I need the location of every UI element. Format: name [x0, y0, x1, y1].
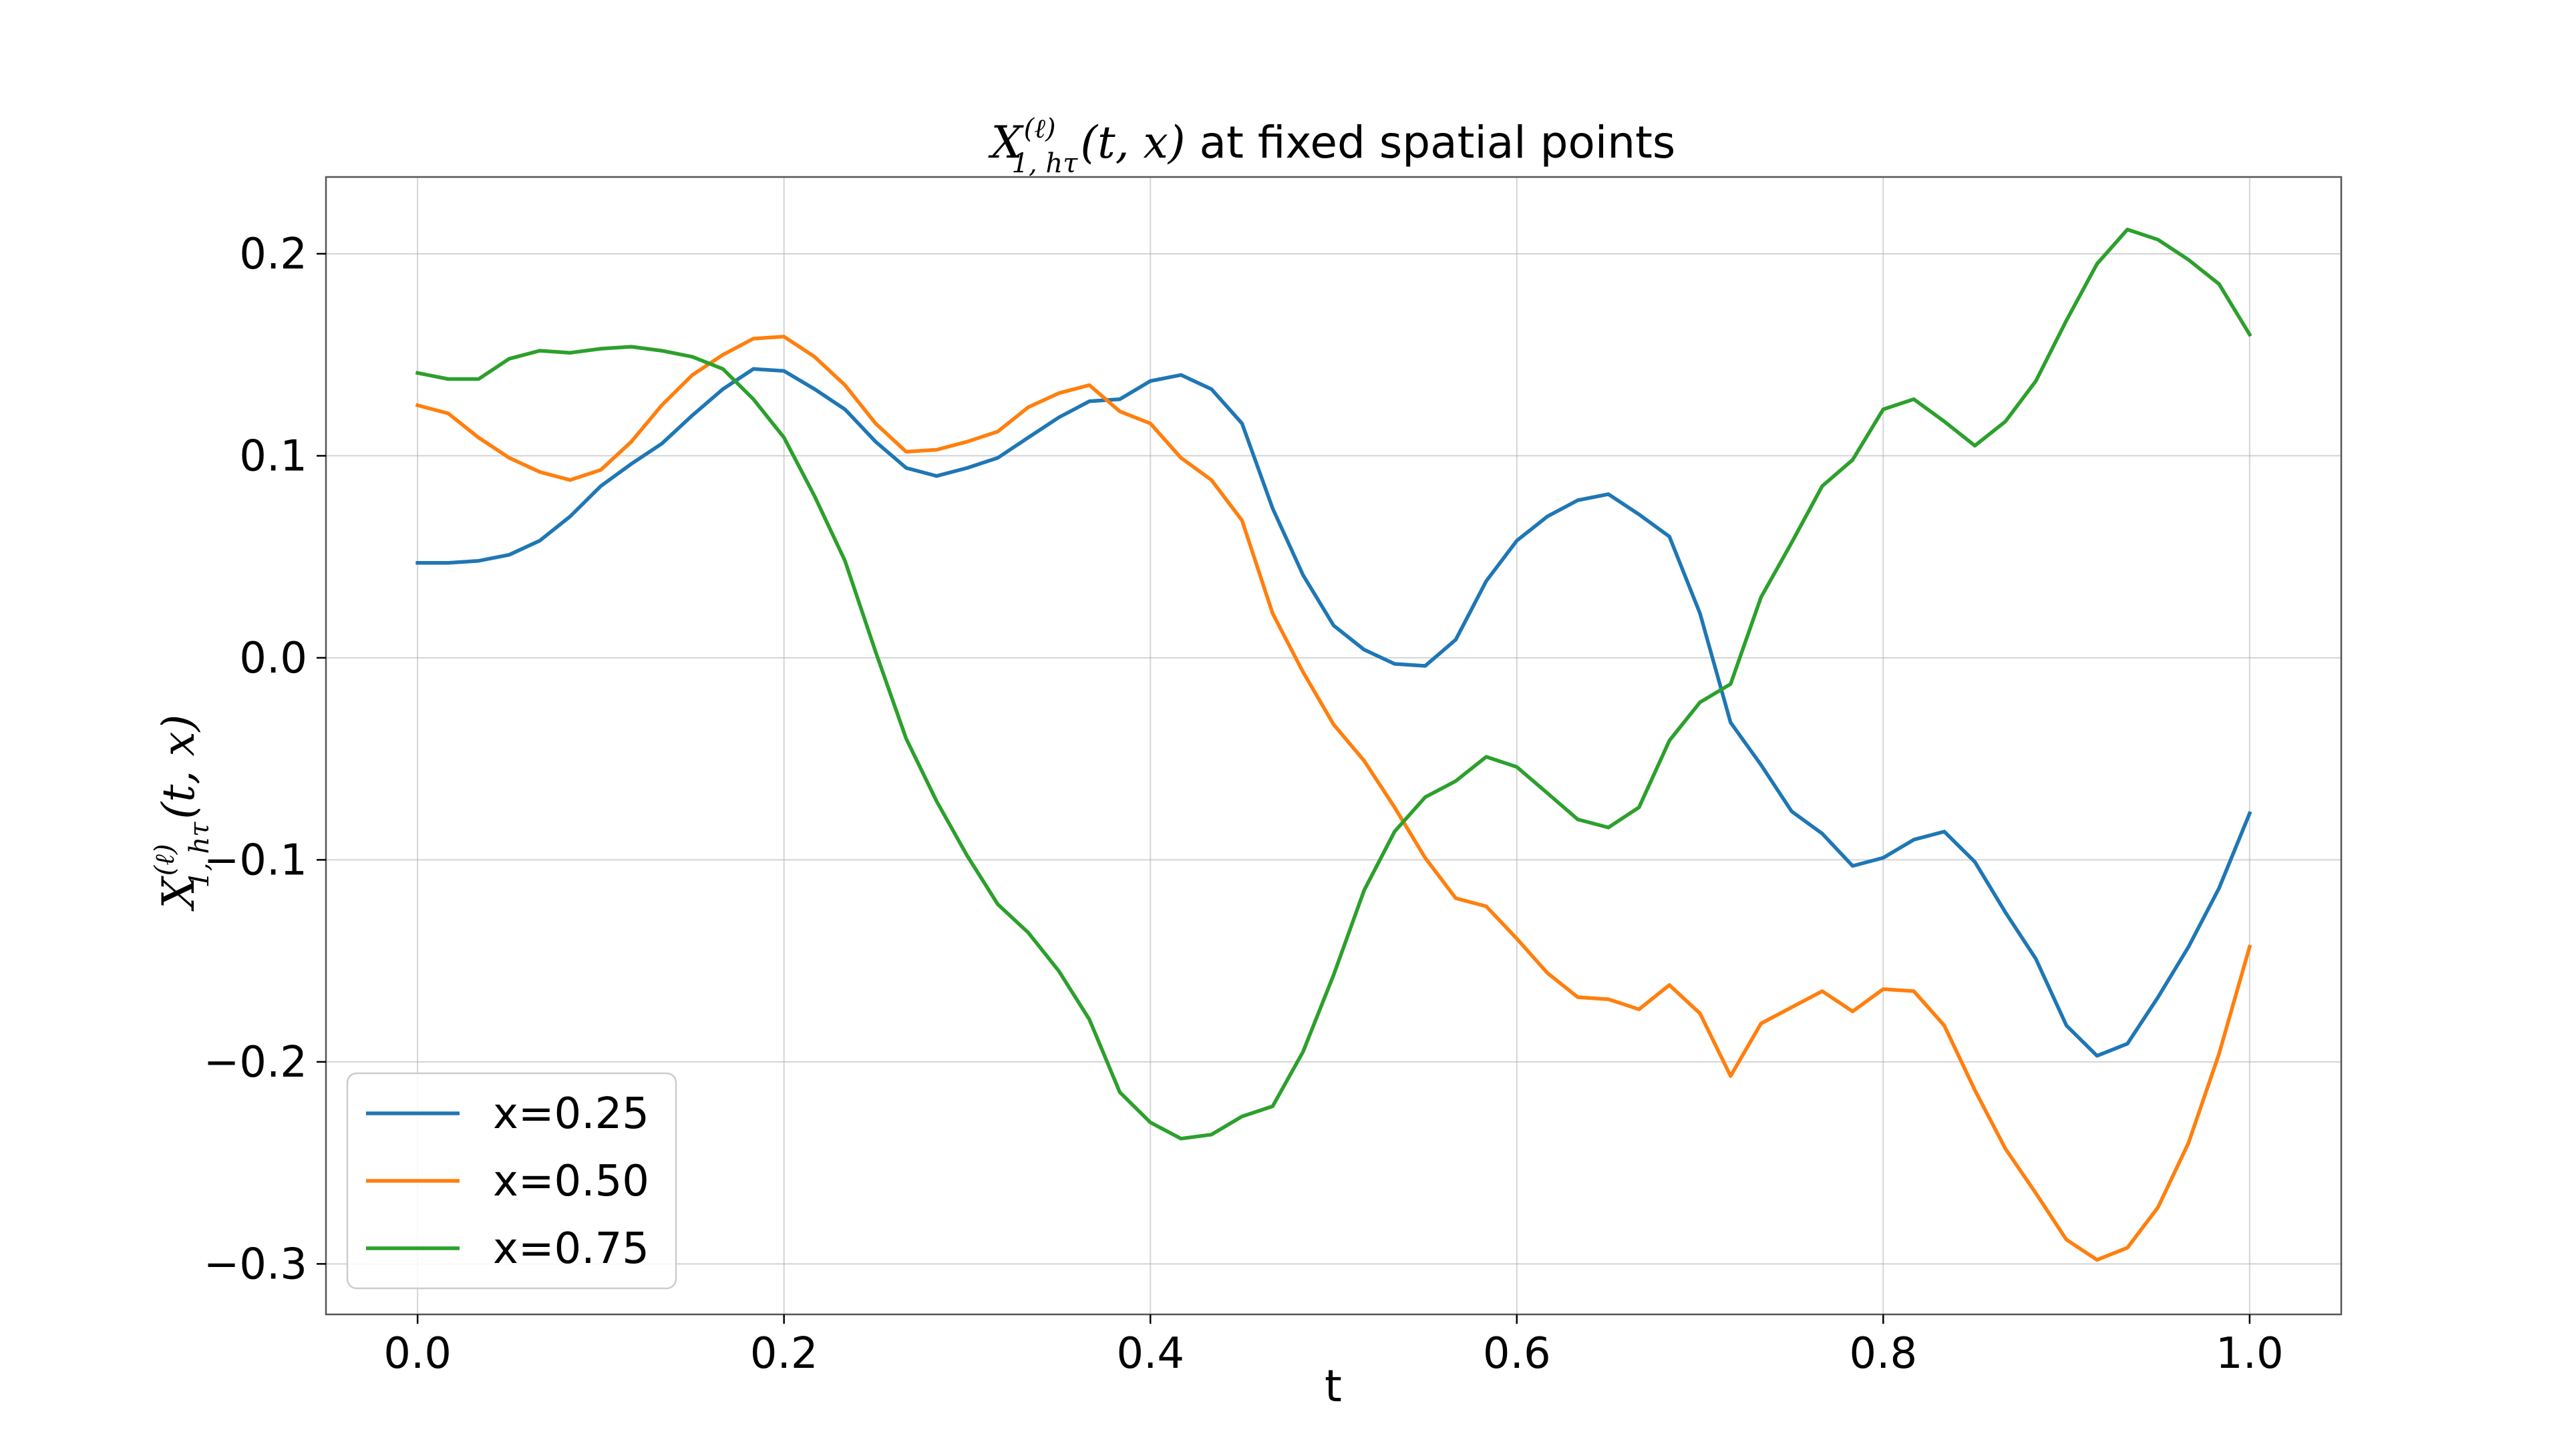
x-tick-label: 0.6 — [1483, 1329, 1551, 1379]
title-subscript: 1, hτ — [1012, 148, 1079, 179]
ylabel-arguments: (t, x) — [153, 715, 204, 820]
x-tick-label: 0.8 — [1849, 1329, 1917, 1379]
title-symbol: X — [988, 117, 1025, 168]
y-tick-label: −0.3 — [204, 1240, 307, 1289]
title-text: at fixed spatial points — [1186, 117, 1676, 168]
legend-label-3: x=0.75 — [493, 1224, 649, 1274]
series-line-2 — [415, 335, 2252, 1262]
legend-box — [346, 1072, 677, 1290]
x-axis-ticks: 0.0 0.2 0.4 0.6 0.8 1.0 — [383, 1314, 2284, 1379]
title-arguments: (t, x) — [1080, 117, 1185, 168]
y-tick-label: 0.1 — [239, 431, 307, 481]
y-axis-label: X(ℓ) 1, hτ(t, x) — [150, 715, 215, 912]
x-tick-label: 0.0 — [383, 1329, 452, 1379]
ylabel-superscript: (ℓ) — [150, 844, 180, 876]
ylabel-subscript: 1, hτ — [184, 822, 215, 888]
legend-label-2: x=0.50 — [493, 1157, 649, 1206]
y-tick-label: 0.0 — [239, 634, 307, 683]
title-superscript: (ℓ) — [1024, 114, 1056, 144]
y-tick-label: −0.1 — [204, 836, 307, 885]
y-tick-label: −0.2 — [204, 1038, 307, 1087]
x-tick-label: 0.4 — [1116, 1329, 1184, 1379]
y-tick-label: 0.2 — [239, 230, 307, 279]
svg-text:X(ℓ)1, hτ(t, x): X(ℓ) 1, hτ(t, x) — [150, 715, 215, 912]
x-tick-label: 0.2 — [750, 1329, 818, 1379]
x-axis-label: t — [1325, 1360, 1342, 1412]
chart-title: X(ℓ) 1, hτ(t, x) at fixed spatial points — [988, 114, 1676, 179]
legend: x=0.25 x=0.50 x=0.75 — [346, 1072, 677, 1290]
series-line-3 — [415, 227, 2252, 1141]
plot-area-frame — [325, 176, 2343, 1316]
ylabel-symbol: X — [153, 875, 204, 912]
x-tick-label: 1.0 — [2216, 1329, 2284, 1379]
legend-label-1: x=0.25 — [493, 1089, 649, 1139]
y-axis-ticks: −0.3 −0.2 −0.1 0.0 0.1 0.2 — [204, 230, 326, 1289]
series-lines — [415, 227, 2252, 1262]
series-line-1 — [415, 367, 2252, 1058]
